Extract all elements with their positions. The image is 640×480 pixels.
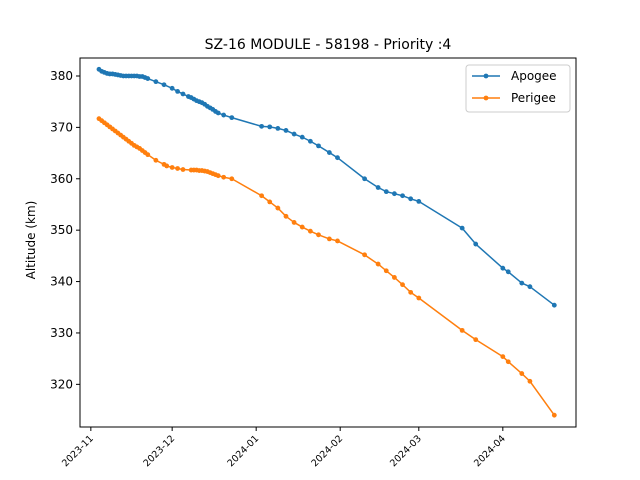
data-point-apogee-55 — [459, 225, 465, 231]
y-tick-label-360: 360 — [50, 172, 73, 186]
data-point-perigee-22 — [169, 165, 175, 170]
data-point-apogee-36 — [221, 112, 227, 118]
data-point-apogee-54 — [416, 198, 422, 204]
data-point-apogee-48 — [362, 176, 367, 182]
data-point-apogee-61 — [551, 302, 557, 308]
data-point-apogee-22 — [175, 89, 180, 94]
data-point-perigee-21 — [164, 163, 170, 169]
data-point-perigee-40 — [275, 205, 281, 211]
data-point-apogee-47 — [335, 155, 340, 161]
data-point-perigee-42 — [291, 220, 297, 225]
data-point-apogee-21 — [169, 85, 175, 91]
data-point-perigee-58 — [505, 359, 511, 365]
data-point-apogee-19 — [153, 79, 159, 85]
data-point-perigee-38 — [259, 193, 264, 199]
data-point-perigee-60 — [527, 378, 533, 384]
data-point-apogee-53 — [408, 196, 414, 202]
data-point-perigee-24 — [180, 167, 186, 172]
data-point-perigee-48 — [362, 252, 367, 258]
data-point-perigee-47 — [335, 238, 340, 244]
data-point-perigee-53 — [408, 289, 414, 295]
series-apogee — [96, 66, 557, 308]
data-point-apogee-60 — [527, 284, 533, 290]
data-point-perigee-59 — [519, 371, 525, 376]
y-tick-label-320: 320 — [50, 377, 73, 391]
data-point-perigee-57 — [500, 354, 506, 359]
data-point-apogee-50 — [383, 189, 389, 195]
data-point-perigee-23 — [175, 166, 180, 171]
data-point-apogee-56 — [473, 241, 479, 247]
data-point-perigee-46 — [326, 236, 332, 242]
data-point-perigee-61 — [551, 412, 557, 418]
data-point-apogee-20 — [161, 82, 167, 88]
data-point-perigee-45 — [316, 232, 321, 238]
data-point-apogee-49 — [375, 185, 381, 190]
y-axis-label: Altitude (km) — [24, 201, 38, 280]
legend: Apogee Perigee — [465, 64, 571, 113]
data-point-perigee-56 — [473, 337, 479, 343]
data-point-apogee-51 — [392, 191, 397, 197]
data-point-perigee-51 — [392, 275, 397, 280]
data-point-perigee-19 — [153, 157, 159, 163]
data-point-apogee-58 — [505, 269, 511, 275]
data-point-apogee-52 — [400, 193, 405, 199]
data-point-perigee-55 — [459, 327, 465, 333]
data-point-apogee-59 — [519, 280, 525, 286]
data-point-perigee-37 — [229, 176, 235, 182]
y-tick-label-340: 340 — [50, 275, 73, 289]
data-point-perigee-52 — [400, 282, 405, 288]
legend-marker-apogee — [483, 73, 489, 79]
data-point-perigee-49 — [375, 261, 381, 267]
series-perigee — [96, 116, 557, 418]
axes-frame — [79, 57, 577, 428]
data-point-apogee-23 — [180, 91, 186, 97]
data-point-perigee-41 — [283, 213, 289, 219]
data-point-apogee-39 — [267, 124, 273, 130]
data-point-apogee-42 — [291, 131, 297, 137]
data-point-apogee-38 — [259, 123, 264, 129]
y-tick-label-370: 370 — [50, 120, 73, 134]
data-point-apogee-41 — [283, 128, 289, 133]
data-point-apogee-37 — [229, 115, 235, 121]
data-point-apogee-35 — [215, 110, 221, 116]
data-point-apogee-57 — [500, 265, 506, 271]
data-point-perigee-18 — [145, 152, 151, 158]
data-point-perigee-44 — [307, 228, 313, 234]
data-point-perigee-50 — [383, 268, 389, 274]
data-point-perigee-43 — [299, 224, 305, 230]
legend-marker-perigee — [483, 95, 489, 101]
data-point-perigee-36 — [221, 174, 227, 180]
data-point-apogee-44 — [307, 138, 313, 144]
legend-label-perigee: Perigee — [511, 91, 556, 105]
data-point-apogee-40 — [275, 126, 281, 131]
data-point-apogee-43 — [299, 134, 305, 140]
y-tick-label-330: 330 — [50, 326, 73, 340]
y-tick-label-350: 350 — [50, 223, 73, 237]
legend-label-apogee: Apogee — [511, 69, 557, 83]
y-tick-label-380: 380 — [50, 69, 73, 83]
data-point-perigee-39 — [267, 199, 273, 205]
data-point-apogee-45 — [316, 143, 321, 149]
data-point-apogee-18 — [145, 76, 151, 81]
data-point-perigee-35 — [215, 173, 221, 179]
data-point-perigee-54 — [416, 295, 422, 301]
chart-title: SZ-16 MODULE - 58198 - Priority :4 — [205, 37, 452, 53]
data-point-apogee-46 — [326, 150, 332, 155]
